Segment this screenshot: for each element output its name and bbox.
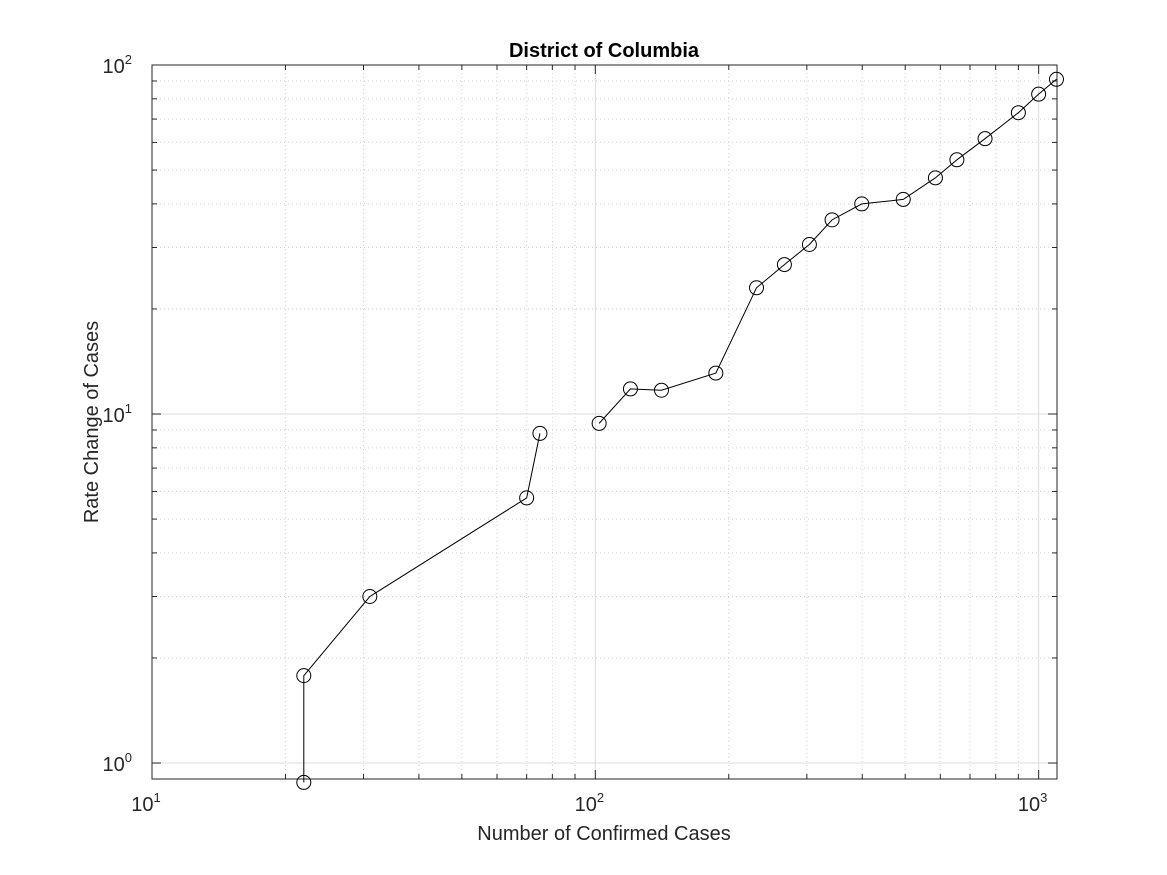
data-point-marker (977, 131, 993, 147)
data-point-marker (927, 170, 943, 186)
plot-background (152, 65, 1057, 779)
data-point-marker (824, 212, 840, 228)
series-line-segment (598, 78, 1057, 424)
data-point-marker (519, 490, 535, 506)
data-point-marker (622, 381, 638, 397)
series-markers (296, 71, 1064, 790)
data-point-marker (776, 257, 792, 273)
data-point-marker (362, 589, 378, 605)
data-point-marker (801, 236, 817, 252)
tick-marks (151, 64, 1057, 780)
data-point-marker (653, 382, 669, 398)
y-tick-label: 101 (103, 401, 132, 427)
x-tick-label-exponent: 2 (597, 790, 604, 805)
x-tick-labels: 101 102 103 (131, 790, 1047, 816)
y-tick-label-base: 10 (103, 754, 125, 776)
y-tick-label-exponent: 1 (125, 401, 132, 416)
y-tick-label-exponent: 0 (125, 750, 132, 765)
axes-border (151, 64, 1058, 780)
data-point-marker (532, 425, 548, 441)
data-point-marker (296, 668, 312, 684)
y-tick-label: 100 (103, 750, 132, 776)
data-point-marker (949, 152, 965, 168)
data-point-marker (854, 196, 870, 212)
y-tick-label-base: 10 (103, 405, 125, 427)
x-tick-label-base: 10 (131, 794, 153, 816)
data-point-marker (708, 365, 724, 381)
series-line-segment (303, 433, 541, 783)
x-tick-label: 102 (575, 790, 604, 816)
x-tick-label-base: 10 (575, 794, 597, 816)
x-tick-label-base: 10 (1018, 794, 1040, 816)
axes-box (151, 64, 1058, 780)
x-axis-label: Number of Confirmed Cases (477, 823, 730, 845)
data-point-marker (296, 774, 312, 790)
data-point-marker (1031, 86, 1047, 102)
series-lines (303, 78, 1057, 783)
y-tick-label: 102 (103, 52, 132, 78)
y-axis-label: Rate Change of Cases (81, 321, 103, 523)
x-tick-label: 101 (131, 790, 160, 816)
x-tick-label: 103 (1018, 790, 1047, 816)
data-point-marker (1010, 105, 1026, 121)
x-tick-label-exponent: 1 (154, 790, 161, 805)
data-point-marker (591, 415, 607, 431)
chart-title: District of Columbia (509, 40, 700, 62)
data-point-marker (895, 191, 911, 207)
y-tick-label-exponent: 2 (125, 52, 132, 67)
data-point-marker (1048, 71, 1064, 87)
y-tick-label-base: 10 (103, 56, 125, 78)
x-tick-label-exponent: 3 (1040, 790, 1047, 805)
data-point-marker (749, 280, 765, 296)
